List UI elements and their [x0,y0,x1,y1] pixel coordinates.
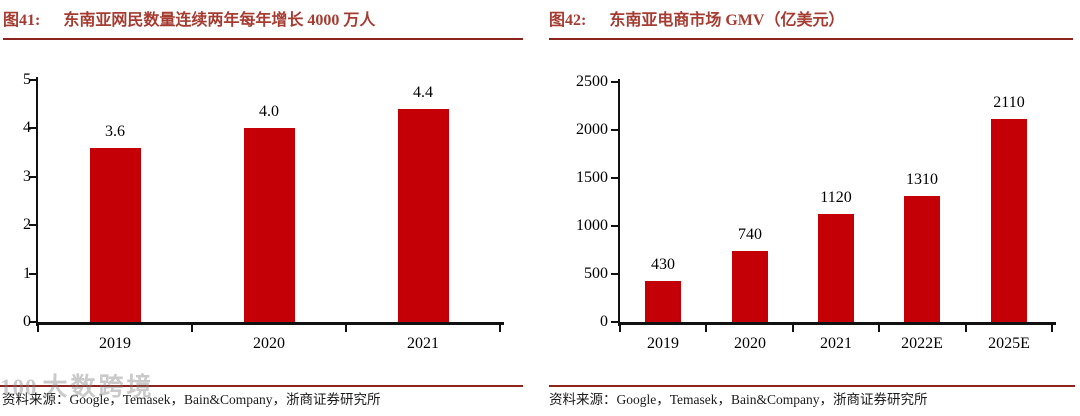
y-tick [611,321,618,323]
bar-value-label: 2110 [993,94,1025,111]
y-tick [29,175,36,178]
bar-value-label: 4.0 [259,103,279,120]
y-tick-label: 3 [23,167,31,185]
y-axis [618,79,620,326]
bar-2019 [90,148,141,322]
bar-2019 [645,281,681,322]
y-tick-label: 1500 [576,169,608,186]
y-tick [611,273,618,275]
bar-value-label: 740 [738,226,762,243]
y-tick-label: 500 [584,265,608,282]
y-tick-label: 2 [23,216,31,234]
bar-value-label: 430 [651,256,675,273]
source-note: 资料来源：Google，Temasek，Bain&Company，浙商证券研究所 [549,392,928,407]
panel-title-right: 图42: 东南亚电商市场 GMV（亿美元） [549,8,844,34]
x-tick [37,325,39,332]
bar-2021 [398,109,449,322]
bar-value-label: 1310 [906,171,938,188]
x-tick [191,325,193,332]
y-tick-label: 0 [600,313,608,330]
figure-title: 东南亚网民数量连续两年每年增长 4000 万人 [63,12,376,29]
y-tick [29,272,36,275]
x-tick-label: 2021 [407,335,439,352]
bar-value-label: 4.4 [413,84,433,101]
y-tick [29,127,36,130]
y-tick-label: 1000 [576,217,608,234]
source-note: 资料来源：Google，Temasek，Bain&Company，浙商证券研究所 [2,392,381,407]
y-tick-label: 5 [23,71,31,88]
y-tick-label: 2500 [576,73,608,90]
x-tick [964,325,967,332]
y-tick-label: 0 [23,313,31,330]
x-tick-label: 2019 [99,335,131,352]
y-tick-label: 1 [23,264,31,282]
bar-value-label: 1120 [820,189,852,206]
bar-2022E [904,196,940,322]
x-tick [619,325,621,332]
y-tick [611,81,618,83]
x-axis [618,322,1056,325]
x-tick-label: 2020 [253,335,285,352]
y-tick [611,177,618,179]
x-tick-label: 2022E [901,335,943,352]
title-underline [549,38,1073,40]
x-tick-label: 2020 [734,335,766,352]
y-tick-label: 4 [23,119,31,137]
x-tick-label: 2019 [647,335,679,352]
panel-title-left: 图41: 东南亚网民数量连续两年每年增长 4000 万人 [3,8,375,34]
x-tick [499,325,501,332]
y-tick [29,224,36,227]
y-tick [611,129,618,131]
x-tick [345,325,347,332]
figure-title: 东南亚电商市场 GMV（亿美元） [609,12,845,29]
figure-label: 图42: [549,12,587,29]
x-tick [791,325,794,332]
title-underline [3,38,523,40]
figure-label: 图41: [3,12,41,29]
bar-value-label: 3.6 [105,123,125,140]
y-axis [36,77,38,326]
bar-2025E [991,119,1027,322]
x-axis [36,322,504,325]
y-tick-label: 2000 [576,121,608,138]
x-tick [878,325,881,332]
bar-2020 [732,251,768,322]
source-divider [549,385,1075,387]
y-tick [29,79,36,81]
x-tick-label: 2025E [988,335,1030,352]
x-tick [1051,325,1053,332]
source-divider [0,385,523,387]
x-tick [705,325,708,332]
x-tick-label: 2021 [820,335,852,352]
y-tick [611,225,618,227]
bar-2021 [818,214,854,322]
bar-2020 [244,128,295,322]
y-tick [29,321,36,323]
